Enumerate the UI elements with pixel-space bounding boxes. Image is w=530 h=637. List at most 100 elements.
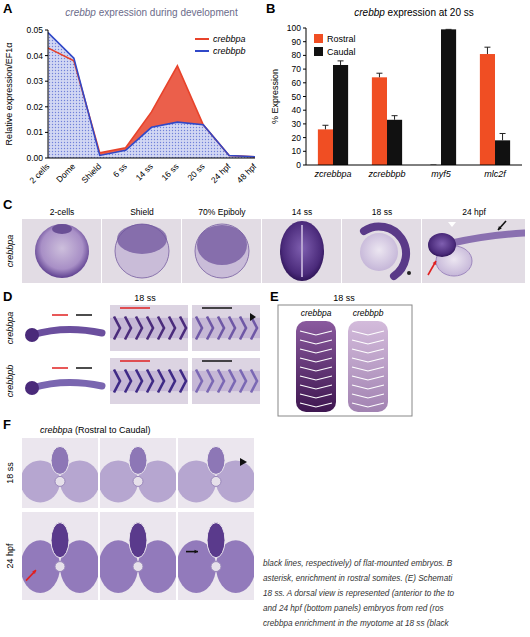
y-tick — [303, 96, 306, 97]
caption-line: crebbpa enrichment in the myotome at 18 … — [263, 619, 450, 628]
stage-label: 14 ss — [292, 207, 312, 217]
error-bar — [446, 29, 452, 30]
error-stem — [325, 125, 326, 129]
title-rest: expression at 20 ss — [385, 7, 474, 18]
notochord — [55, 562, 65, 572]
plot-area — [48, 33, 255, 158]
x-tick-label: 14 ss — [133, 161, 154, 182]
caption-line: 18 ss. A dorsal view is represented (ant… — [263, 589, 454, 598]
micrograph — [22, 438, 98, 508]
somite-boundary — [196, 370, 202, 393]
stage-title: 18 ss — [134, 293, 156, 303]
notochord — [211, 476, 221, 486]
bar — [333, 65, 348, 165]
area — [48, 33, 255, 158]
head — [428, 233, 456, 257]
error-cap — [500, 133, 506, 134]
error-bar — [322, 125, 328, 129]
neural-tube — [207, 523, 225, 558]
somite-boundary — [218, 370, 224, 393]
y-tick-label: 60 — [292, 78, 302, 88]
embryo-staining — [197, 225, 247, 265]
page: {"panel_letters":["A","B","C","D","E","F… — [0, 0, 530, 637]
y-tick — [303, 82, 306, 83]
caption-line: asterisk, enrichment in rostral somites.… — [263, 574, 452, 583]
panel-letter: E — [270, 289, 279, 304]
x-tick-label: zcrebbpb — [367, 169, 405, 179]
legend-label: crebbpb — [213, 46, 246, 56]
error-cap — [338, 60, 344, 61]
y-tick — [303, 28, 306, 29]
schematic-somite — [352, 340, 384, 344]
y-tick — [303, 123, 306, 124]
error-cap — [376, 73, 382, 74]
legend-swatch — [314, 34, 323, 43]
panel-title: crebbpa (Rostral to Caudal) — [40, 425, 151, 435]
micrograph — [110, 305, 188, 351]
schematic-somite — [300, 376, 332, 380]
micrograph — [22, 219, 101, 283]
stage-label: 2-cells — [50, 207, 75, 217]
somite-boundary — [114, 317, 120, 340]
x-tick-label: Shield — [79, 161, 103, 185]
legend-label: crebbpa — [213, 34, 246, 44]
y-tick — [45, 30, 48, 31]
x-tick-label: 20 ss — [185, 161, 206, 182]
micrograph — [22, 512, 98, 600]
micrograph — [192, 305, 260, 351]
schematic-somite — [300, 403, 332, 407]
y-tick-label: 0.01 — [26, 127, 43, 137]
micrograph — [262, 219, 341, 283]
title-italic-part: crebbp — [354, 7, 385, 18]
y-axis — [48, 30, 49, 158]
head — [25, 381, 39, 395]
plot-area — [318, 29, 510, 165]
legend-label: Caudal — [327, 47, 356, 57]
somite-boundary — [229, 317, 235, 340]
x-tick-label: mlc2f — [484, 169, 507, 179]
somite-boundary — [125, 317, 131, 340]
micrograph-ground — [20, 305, 108, 351]
region-marker — [52, 314, 68, 316]
micrograph — [100, 512, 176, 600]
y-tick-label: 100 — [287, 23, 301, 33]
error-bar — [376, 73, 382, 77]
somite-boundary — [207, 317, 213, 340]
blastomeres — [52, 224, 72, 234]
schematic-somite — [352, 331, 384, 335]
micrograph — [342, 219, 421, 283]
schematic-somite — [300, 394, 332, 398]
error-cap — [446, 29, 452, 30]
schematic-somite — [352, 376, 384, 380]
x-axis — [48, 158, 255, 159]
embryo — [32, 329, 102, 335]
panel-letter: A — [3, 1, 13, 16]
somite-boundary — [207, 370, 213, 393]
y-tick — [45, 132, 48, 133]
somite-boundary — [196, 317, 202, 340]
y-tick — [303, 165, 306, 166]
micrograph-ground — [102, 219, 181, 283]
area-tint — [48, 33, 255, 158]
y-tick-label: 30 — [292, 119, 302, 129]
schematic-somite — [352, 349, 384, 353]
micrograph — [192, 358, 260, 404]
legend-label: Rostral — [327, 34, 356, 44]
micrograph — [422, 219, 525, 283]
y-tick — [303, 55, 306, 56]
x-tick-label: myf5 — [431, 169, 451, 179]
schematic-somite — [300, 367, 332, 371]
arrow-shaft — [26, 570, 36, 581]
notochord — [133, 476, 143, 486]
y-axis-title: Relative expression/EF1α — [4, 43, 14, 146]
panel-letter: F — [3, 417, 11, 432]
somite-boundary — [240, 370, 246, 393]
arrow-shaft — [428, 261, 436, 275]
error-stem — [379, 73, 380, 77]
x-tick-label: 2 cells — [27, 161, 51, 185]
schematic-somite — [352, 367, 384, 371]
legend: Rostral Caudal — [314, 34, 356, 57]
title-rest: (Rostral to Caudal) — [73, 425, 151, 435]
y-tick-label: 70 — [292, 64, 302, 74]
panel-letter: C — [3, 197, 13, 212]
